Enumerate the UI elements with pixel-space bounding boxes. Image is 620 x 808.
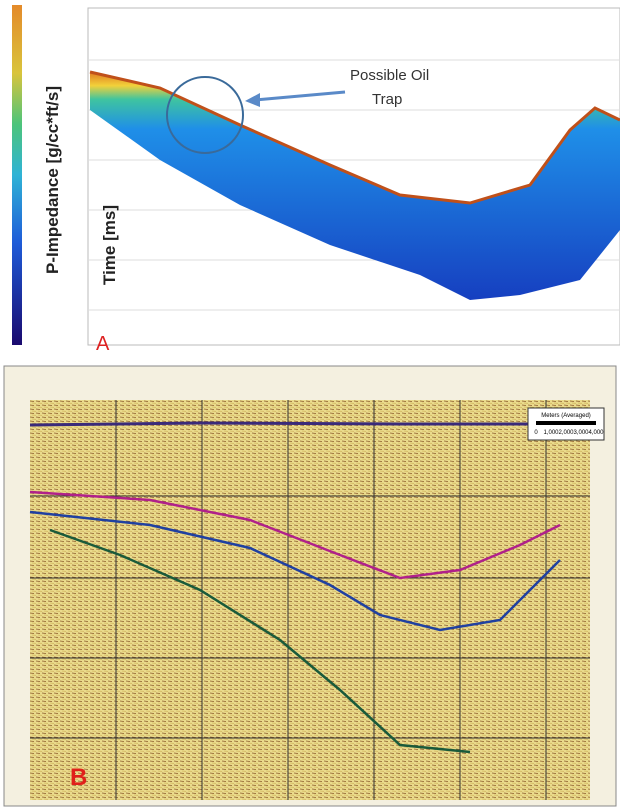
seismic-section bbox=[90, 72, 620, 300]
horizon bbox=[49, 528, 471, 754]
panel-label: B bbox=[70, 764, 87, 791]
scale-tick-label: 4,000 bbox=[588, 430, 604, 436]
panel-a: P-Impedance [g/cc*ft/s] Possible Oil Tra… bbox=[12, 5, 620, 355]
panel-b: Meters (Averaged) 0 1,000 2,000 3,000 4,000 … bbox=[3, 365, 617, 807]
scale-tick-label: 3,000 bbox=[573, 430, 589, 436]
seismic-section bbox=[30, 400, 590, 800]
trap-circle bbox=[166, 76, 244, 154]
color-bar bbox=[12, 5, 22, 345]
scale-ticks: 0 1,000 2,000 3,000 4,000 bbox=[534, 430, 604, 436]
panel-label: A bbox=[96, 333, 110, 355]
legend-title: P-Impedance [g/cc*ft/s] bbox=[43, 86, 62, 274]
axis-title: Time [ms] bbox=[100, 205, 119, 285]
scale-tick-label: 2,000 bbox=[558, 430, 574, 436]
top-horizon bbox=[89, 70, 620, 205]
arrow-head bbox=[245, 93, 260, 107]
horizon bbox=[29, 510, 561, 632]
grid bbox=[30, 400, 590, 800]
horizon bbox=[29, 490, 561, 580]
annotation: Trap bbox=[372, 91, 402, 108]
scale-title: Meters (Averaged) bbox=[541, 413, 591, 419]
scale-tick-label: 1,000 bbox=[543, 430, 559, 436]
scale-rule bbox=[536, 421, 596, 425]
scale-tick-label: 0 bbox=[534, 430, 538, 436]
annotation: Possible Oil bbox=[350, 67, 429, 84]
horizon bbox=[29, 421, 590, 427]
arrow bbox=[254, 90, 346, 102]
